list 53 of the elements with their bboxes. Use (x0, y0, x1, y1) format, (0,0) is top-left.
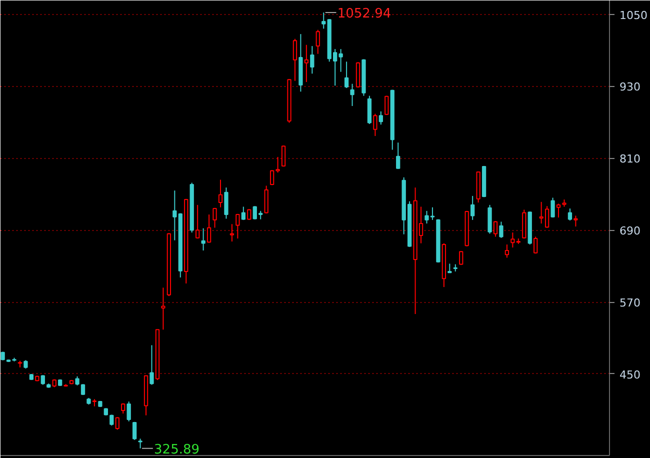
y-tick-label: 570 (620, 296, 640, 310)
candlestick (40, 374, 45, 386)
y-tick-label: 810 (620, 152, 640, 166)
candlestick (201, 228, 206, 251)
candlestick (80, 384, 86, 396)
candlestick (236, 213, 240, 239)
candlestick (264, 185, 268, 214)
candlestick (493, 220, 498, 238)
candlestick (322, 12, 326, 30)
candlestick (350, 83, 354, 107)
candlestick (488, 204, 492, 234)
candlestick (344, 61, 349, 89)
annotation: 325.89 (154, 442, 200, 458)
candlestick (396, 142, 400, 170)
candlestick (556, 203, 561, 218)
candlestick (218, 179, 223, 208)
y-tick-label: 1050 (620, 8, 648, 22)
annotation: 1052.94 (337, 6, 392, 22)
candlestick (206, 214, 212, 244)
candlestick (470, 195, 475, 220)
y-tick-label: 690 (620, 224, 640, 238)
candlestick (281, 145, 286, 168)
candlestick (534, 236, 538, 254)
candlestick (150, 344, 154, 386)
candlestick (574, 215, 578, 227)
candlestick (241, 206, 246, 220)
candlestick (172, 190, 177, 241)
candlestick (367, 95, 372, 124)
candlestick (504, 244, 510, 258)
candlestick (550, 197, 555, 218)
candlestick (459, 250, 464, 266)
candlestick (224, 187, 228, 220)
candlestick (304, 44, 309, 83)
candlestick (126, 401, 131, 422)
candlestick (161, 287, 166, 330)
candlestick (292, 38, 298, 82)
candlestick (316, 29, 320, 54)
candlestick (196, 204, 200, 239)
candlestick (373, 113, 378, 136)
candlestick (378, 110, 383, 126)
candlestick (132, 421, 137, 440)
candlestick (356, 62, 360, 88)
candlestick (499, 221, 504, 238)
y-tick-label: 930 (620, 80, 640, 94)
candlestick (310, 46, 314, 74)
candlestick (138, 438, 142, 449)
candlestick (230, 224, 234, 242)
candlestick (110, 414, 114, 426)
y-tick-label: 450 (620, 368, 640, 382)
candlestick (568, 208, 572, 222)
candlestick (247, 208, 252, 220)
candlestick (212, 207, 217, 228)
candlestick (115, 416, 120, 430)
